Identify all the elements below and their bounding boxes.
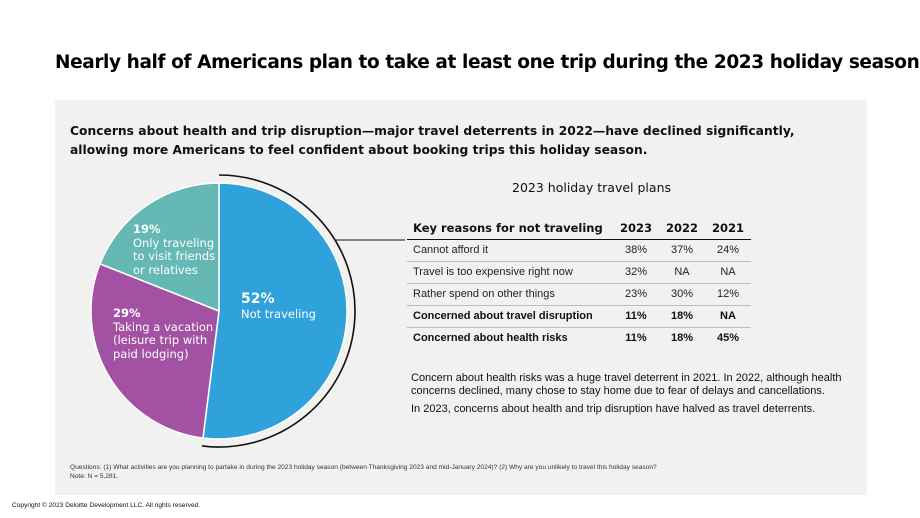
slice-pct-friends: 19% (133, 222, 161, 236)
slice-text-vacation-3: paid lodging) (113, 346, 189, 361)
slice-text-friends-3: or relatives (133, 262, 198, 277)
cell-2023: 23% (613, 283, 659, 306)
cell-2022: 18% (670, 332, 694, 344)
slice-text-vacation-1: Taking a vacation (113, 319, 214, 334)
cell-2023: 38% (613, 239, 659, 262)
slice-pct-vacation: 29% (113, 306, 141, 320)
column-header-reason: Key reasons for not traveling (407, 218, 613, 240)
cell-2022: 30% (659, 283, 705, 306)
reasons-table: Key reasons for not traveling 2023 2022 … (407, 218, 751, 349)
slice-text-vacation-2: (leisure trip with (113, 333, 208, 347)
row-reason: Travel is too expensive right now (407, 261, 613, 284)
pie-highlight-bracket (201, 174, 356, 448)
note-2023-concerns: In 2023, concerns about health and trip … (411, 403, 816, 415)
column-header-2022: 2022 (659, 218, 705, 240)
slice-label-vacation: 29% Taking a vacation (leisure trip with… (113, 306, 214, 361)
cell-2022: 18% (659, 305, 705, 328)
column-header-2021: 2021 (705, 218, 751, 240)
pie-slice-friends (99, 182, 220, 313)
slice-text-friends-2: to visit friends (133, 249, 216, 263)
panel-subtitle: Concerns about health and trip disruptio… (70, 124, 795, 157)
cell-2022: NA (659, 261, 705, 284)
footnote-questions: Questions: (1) What activities are you p… (70, 464, 657, 471)
row-reason: Rather spend on other things (407, 283, 613, 306)
table-row: Cannot afford it 38% 37% 24% (407, 239, 751, 262)
cell-2023: 11% (625, 332, 647, 344)
cell-2021: 45% (716, 332, 740, 344)
cell-2021: NA (705, 261, 751, 284)
copyright: Copyright © 2023 Deloitte Development LL… (12, 502, 201, 509)
pie-slice-vacation (90, 262, 220, 439)
column-header-2023: 2023 (613, 218, 659, 240)
slice-label-friends: 19% Only traveling to visit friends or r… (133, 222, 216, 277)
slice-text-not-traveling: Not traveling (241, 307, 316, 321)
note-health-risks: Concern about health risks was a huge tr… (411, 372, 842, 397)
row-reason: Cannot afford it (407, 239, 613, 262)
cell-2021: NA (705, 305, 751, 328)
pie-slice-not-traveling (202, 182, 348, 440)
table-header-row: Key reasons for not traveling 2023 2022 … (407, 218, 751, 240)
row-reason: Concerned about health risks (413, 332, 568, 344)
cell-2023: 11% (613, 305, 659, 328)
table-title: 2023 holiday travel plans (512, 180, 672, 195)
cell-2022: 37% (659, 239, 705, 262)
table-row: Rather spend on other things 23% 30% 12% (407, 283, 751, 306)
slice-pct-not-traveling: 52% (241, 291, 275, 307)
table-row: Travel is too expensive right now 32% NA… (407, 261, 751, 284)
table-row: Concerned about travel disruption 11% 18… (407, 305, 751, 328)
cell-2021: 24% (705, 239, 751, 262)
cell-2023: 32% (613, 261, 659, 284)
row-reason: Concerned about travel disruption (407, 305, 613, 328)
slice-text-friends-1: Only traveling (133, 235, 215, 250)
footnote-sample: Note: N = 5,281. (70, 472, 119, 480)
footnote: Questions: (1) What activities are you p… (70, 464, 860, 481)
page-title: Nearly half of Americans plan to take at… (55, 52, 920, 73)
table-row: Concerned about health risks 11% 18% 45% (407, 328, 751, 350)
slice-label-not-traveling: 52% Not traveling (241, 291, 316, 322)
cell-2021: 12% (705, 283, 751, 306)
